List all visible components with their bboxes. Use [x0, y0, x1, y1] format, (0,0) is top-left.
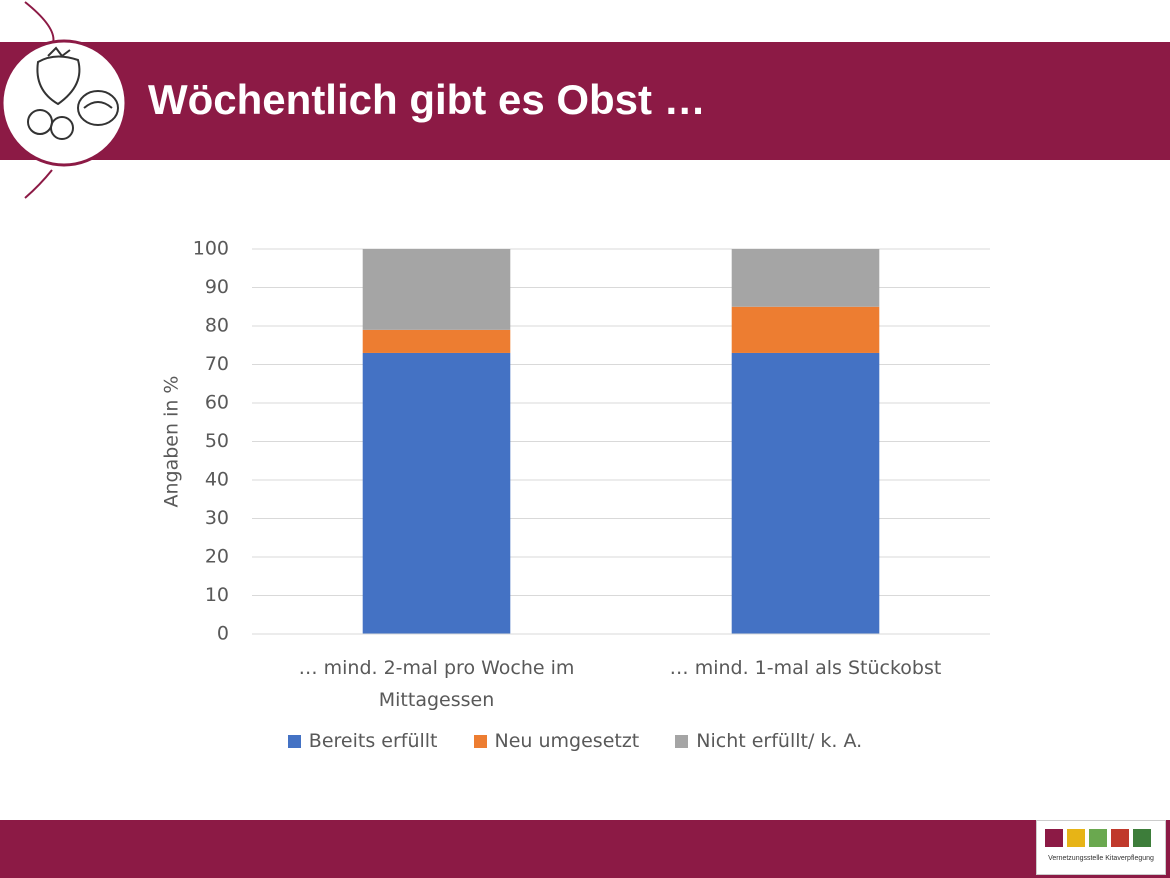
fruit-icon: [0, 39, 128, 167]
legend-item: Neu umgesetzt: [473, 730, 640, 752]
y-tick-label: 0: [217, 623, 229, 645]
logo: Vernetzungsstelle Kitaverpflegung: [1036, 820, 1166, 875]
y-tick-label: 70: [205, 353, 229, 375]
x-tick-label: … mind. 2-mal pro Woche im Mittagessen: [298, 657, 575, 711]
x-tick-label: … mind. 1-mal als Stückobst: [669, 657, 942, 679]
y-tick-label: 40: [205, 469, 229, 491]
legend-swatch: [287, 734, 301, 748]
logo-icons: [1045, 829, 1151, 847]
legend-swatch: [473, 734, 487, 748]
legend-label: Neu umgesetzt: [494, 730, 640, 752]
legend-item: Bereits erfüllt: [287, 730, 438, 752]
y-tick-label: 60: [205, 392, 229, 414]
bar-segment: [362, 329, 511, 353]
logo-text: Vernetzungsstelle Kitaverpflegung: [1048, 855, 1154, 862]
y-tick-label: 100: [193, 238, 229, 260]
bar-segment: [362, 352, 511, 634]
bar-segment: [731, 306, 880, 353]
y-tick-label: 50: [205, 430, 229, 452]
y-tick-label: 90: [205, 276, 229, 298]
legend-label: Bereits erfüllt: [308, 730, 438, 752]
fruit-drawing: [27, 46, 119, 140]
legend-swatch: [675, 734, 689, 748]
header-band: [0, 42, 1170, 160]
slide-title: Wöchentlich gibt es Obst …: [148, 76, 706, 123]
y-tick-label: 10: [205, 584, 229, 606]
bar-segment: [731, 249, 880, 307]
legend-item: Nicht erfüllt/ k. A.: [675, 730, 862, 752]
y-axis-title: Angaben in %: [161, 376, 183, 508]
y-tick-label: 80: [205, 315, 229, 337]
legend-label: Nicht erfüllt/ k. A.: [696, 730, 863, 752]
y-tick-label: 30: [205, 507, 229, 529]
bar-segment: [731, 352, 880, 634]
y-tick-label: 20: [205, 546, 229, 568]
bar-segment: [362, 249, 511, 330]
footer-band: [0, 820, 1170, 878]
legend: Bereits erfüllt Neu umgesetzt Nicht erfüll…: [0, 730, 1150, 752]
